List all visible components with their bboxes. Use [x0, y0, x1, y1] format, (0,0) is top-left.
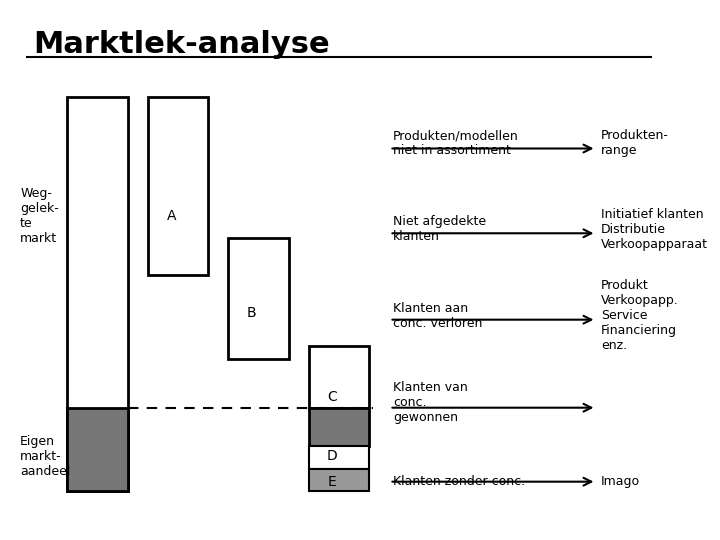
Text: Niet afgedekte
klanten: Niet afgedekte klanten	[393, 215, 486, 244]
Bar	[309, 469, 369, 491]
Text: Klanten aan
conc. verloren: Klanten aan conc. verloren	[393, 302, 482, 330]
Bar	[309, 446, 369, 469]
Text: Eigen
markt-
aandeel: Eigen markt- aandeel	[20, 435, 71, 478]
Text: Weg-
gelek-
te
markt: Weg- gelek- te markt	[20, 187, 59, 245]
Text: C: C	[328, 390, 337, 404]
Bar	[228, 238, 289, 359]
Bar	[309, 346, 369, 408]
Text: A: A	[166, 209, 176, 223]
Bar	[67, 408, 127, 491]
Text: Klanten zonder conc.: Klanten zonder conc.	[393, 475, 525, 488]
Text: Produkten-
range: Produkten- range	[601, 129, 669, 157]
Text: Klanten van
conc.
gewonnen: Klanten van conc. gewonnen	[393, 381, 467, 424]
Text: D: D	[327, 449, 338, 463]
Bar	[67, 97, 127, 491]
Text: Imago: Imago	[601, 475, 640, 488]
Text: B: B	[247, 306, 256, 320]
Text: Marktlek-analyse: Marktlek-analyse	[34, 30, 330, 59]
Bar	[148, 97, 208, 275]
Text: Produkten/modellen
niet in assortiment: Produkten/modellen niet in assortiment	[393, 129, 518, 157]
Text: Produkt
Verkoopapp.
Service
Financiering
enz.: Produkt Verkoopapp. Service Financiering…	[601, 279, 679, 353]
Bar	[309, 408, 369, 445]
Text: Initiatief klanten
Distributie
Verkoopapparaat: Initiatief klanten Distributie Verkoopap…	[601, 208, 708, 251]
Text: E: E	[328, 475, 337, 489]
